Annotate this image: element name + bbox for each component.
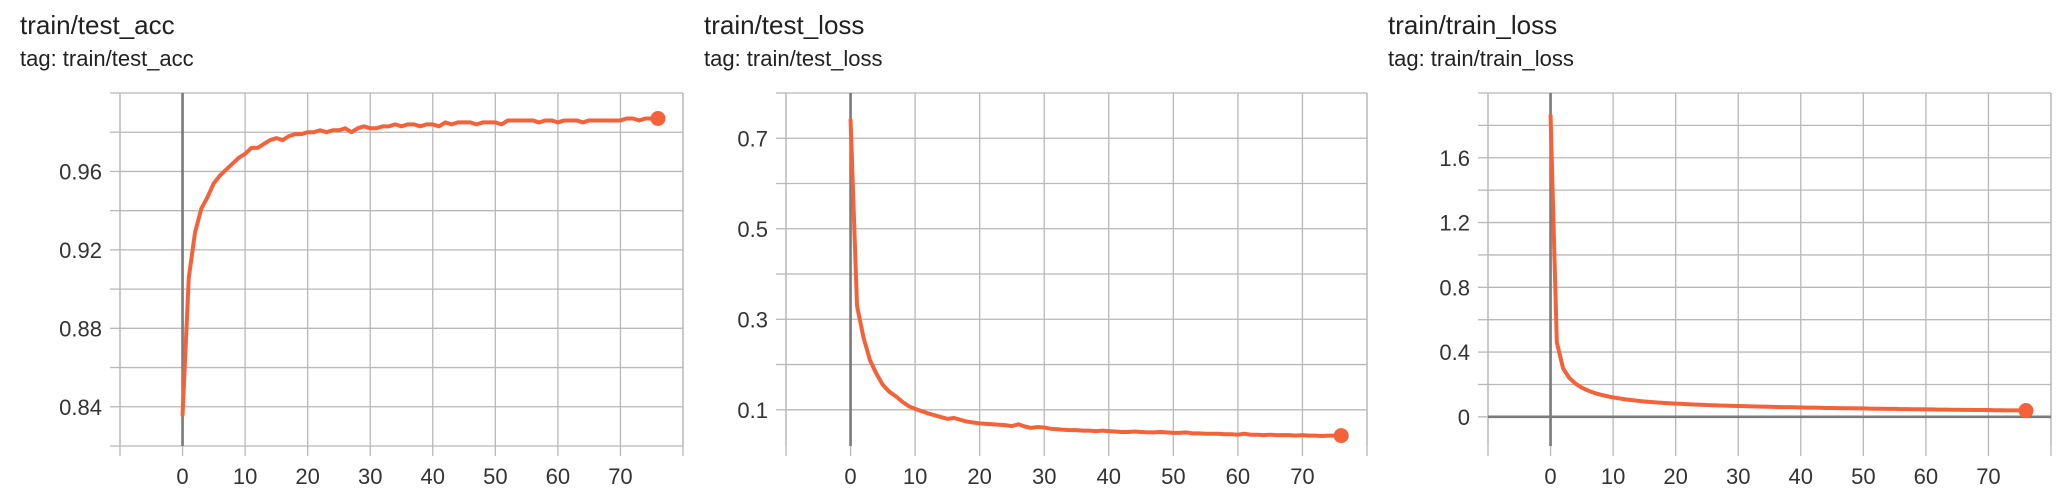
chart-title: train/train_loss	[1388, 10, 1558, 40]
plot-area[interactable]: 0 10 20 30 40 50 60 70 0 0.4 0.8 1.2 1.6	[1388, 0, 2060, 500]
x-tick-label: 50	[1161, 464, 1185, 489]
chart-panel-test-acc: train/test_acc tag: train/test_acc 0 10 20…	[20, 0, 700, 500]
x-tick-label: 40	[421, 464, 445, 489]
y-tick-label: 0	[1458, 405, 1470, 430]
x-tick-label: 70	[1976, 464, 2000, 489]
chart-tag: tag: train/train_loss	[1388, 46, 1574, 71]
x-tick-label: 60	[1914, 464, 1938, 489]
y-tick-label: 1.6	[1439, 146, 1470, 171]
y-tick-label: 0.84	[59, 395, 102, 420]
x-tick-label: 30	[1032, 464, 1056, 489]
chart-panel-test-loss: train/test_loss tag: train/test_loss 0 10…	[704, 0, 1384, 500]
chart-title: train/test_loss	[704, 10, 865, 40]
chart-tag: tag: train/test_acc	[20, 46, 194, 71]
x-tick-label: 60	[1226, 464, 1250, 489]
x-tick-label: 40	[1789, 464, 1813, 489]
plot-area[interactable]: 0 10 20 30 40 50 60 70 0.84 0.88 0.92 0.96	[20, 0, 700, 500]
x-tick-label: 60	[546, 464, 570, 489]
x-tick-label: 50	[1851, 464, 1875, 489]
x-tick-label: 20	[1663, 464, 1687, 489]
series-line	[848, 118, 1344, 439]
y-tick-label: 0.5	[737, 217, 768, 242]
chart-panel-train-loss: train/train_loss tag: train/train_loss 0…	[1388, 0, 2060, 500]
x-tick-label: 0	[1544, 464, 1556, 489]
x-tick-label: 10	[1601, 464, 1625, 489]
x-tick-label: 50	[483, 464, 507, 489]
x-tick-label: 20	[295, 464, 319, 489]
y-tick-label: 0.3	[737, 307, 768, 332]
series-end-marker	[650, 110, 666, 126]
y-tick-label: 0.1	[737, 398, 768, 423]
y-tick-label: 0.8	[1439, 275, 1470, 300]
y-tick-label: 1.2	[1439, 211, 1470, 236]
series-line	[1548, 113, 2028, 413]
x-tick-label: 10	[233, 464, 257, 489]
series-end-marker	[2018, 403, 2034, 419]
x-tick-label: 70	[1290, 464, 1314, 489]
x-tick-label: 70	[608, 464, 632, 489]
y-tick-label: 0.88	[59, 316, 102, 341]
x-tick-label: 0	[176, 464, 188, 489]
chart-tag: tag: train/test_loss	[704, 46, 883, 71]
x-tick-label: 10	[903, 464, 927, 489]
x-tick-label: 30	[1726, 464, 1750, 489]
series-end-marker	[1333, 428, 1349, 444]
y-tick-label: 0.7	[737, 126, 768, 151]
plot-area[interactable]: 0 10 20 30 40 50 60 70 0.1 0.3 0.5 0.7	[704, 0, 1384, 500]
x-tick-label: 40	[1097, 464, 1121, 489]
y-tick-label: 0.92	[59, 238, 102, 263]
chart-title: train/test_acc	[20, 10, 175, 40]
y-tick-label: 0.96	[59, 159, 102, 184]
x-tick-label: 0	[844, 464, 856, 489]
y-tick-label: 0.4	[1439, 340, 1470, 365]
series-line	[180, 116, 660, 417]
x-tick-label: 30	[358, 464, 382, 489]
x-tick-label: 20	[967, 464, 991, 489]
